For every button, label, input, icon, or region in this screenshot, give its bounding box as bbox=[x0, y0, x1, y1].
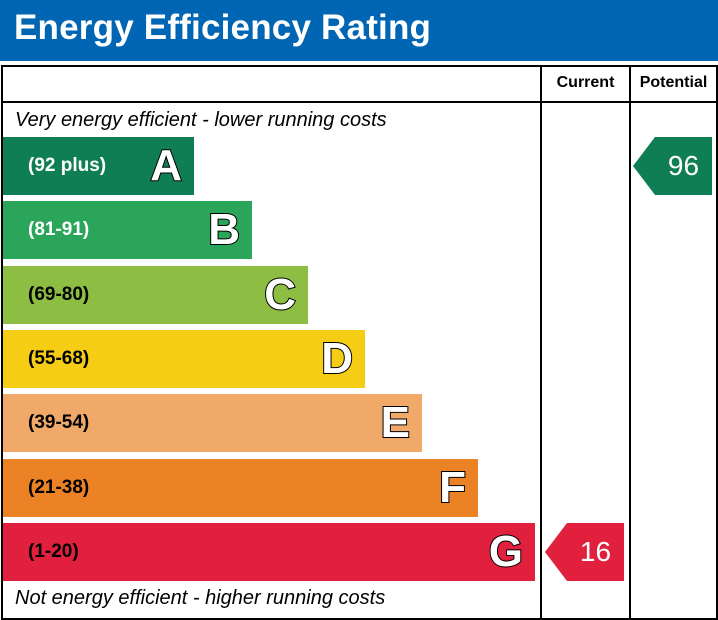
band-range-label: (39-54) bbox=[28, 412, 90, 433]
marker-value: 16 bbox=[579, 536, 612, 567]
band-letter: C bbox=[263, 270, 297, 319]
marker-arrow-shape bbox=[545, 523, 624, 581]
band-letter: A bbox=[149, 141, 183, 190]
marker-value: 96 bbox=[667, 150, 700, 181]
caption-top: Very energy efficient - lower running co… bbox=[15, 109, 387, 131]
band-letter: G bbox=[488, 527, 524, 576]
column-divider-potential bbox=[629, 65, 631, 618]
column-header-potential: Potential bbox=[639, 74, 708, 91]
band-g: (1-20) G bbox=[3, 523, 535, 581]
page-title: Energy Efficiency Rating bbox=[14, 8, 432, 47]
band-b: (81-91) B bbox=[3, 201, 252, 259]
caption-bottom: Not energy efficient - higher running co… bbox=[15, 587, 386, 609]
band-c: (69-80) C bbox=[3, 266, 308, 324]
band-range-label: (92 plus) bbox=[28, 155, 107, 176]
marker-potential: 96 bbox=[633, 137, 712, 195]
band-range-label: (1-20) bbox=[28, 541, 79, 562]
band-d: (55-68) D bbox=[3, 330, 365, 388]
band-e: (39-54) E bbox=[3, 394, 422, 452]
band-a: (92 plus) A bbox=[3, 137, 194, 195]
column-header-current: Current bbox=[556, 74, 615, 91]
band-letter: B bbox=[207, 205, 241, 254]
band-f: (21-38) F bbox=[3, 459, 478, 517]
marker-current: 16 bbox=[545, 523, 624, 581]
column-divider-current bbox=[540, 65, 542, 618]
band-range-label: (81-91) bbox=[28, 219, 90, 240]
band-range-label: (69-80) bbox=[28, 284, 90, 305]
band-range-label: (21-38) bbox=[28, 477, 90, 498]
band-letter: F bbox=[438, 463, 467, 512]
marker-arrow bbox=[633, 137, 712, 195]
marker-arrow-shape bbox=[633, 137, 712, 195]
header-divider bbox=[1, 101, 718, 103]
band-range-label: (55-68) bbox=[28, 348, 90, 369]
marker-arrow bbox=[545, 523, 624, 581]
band-letter: D bbox=[320, 334, 354, 383]
header-bar: Energy Efficiency Rating bbox=[0, 0, 718, 61]
band-letter: E bbox=[380, 398, 411, 447]
